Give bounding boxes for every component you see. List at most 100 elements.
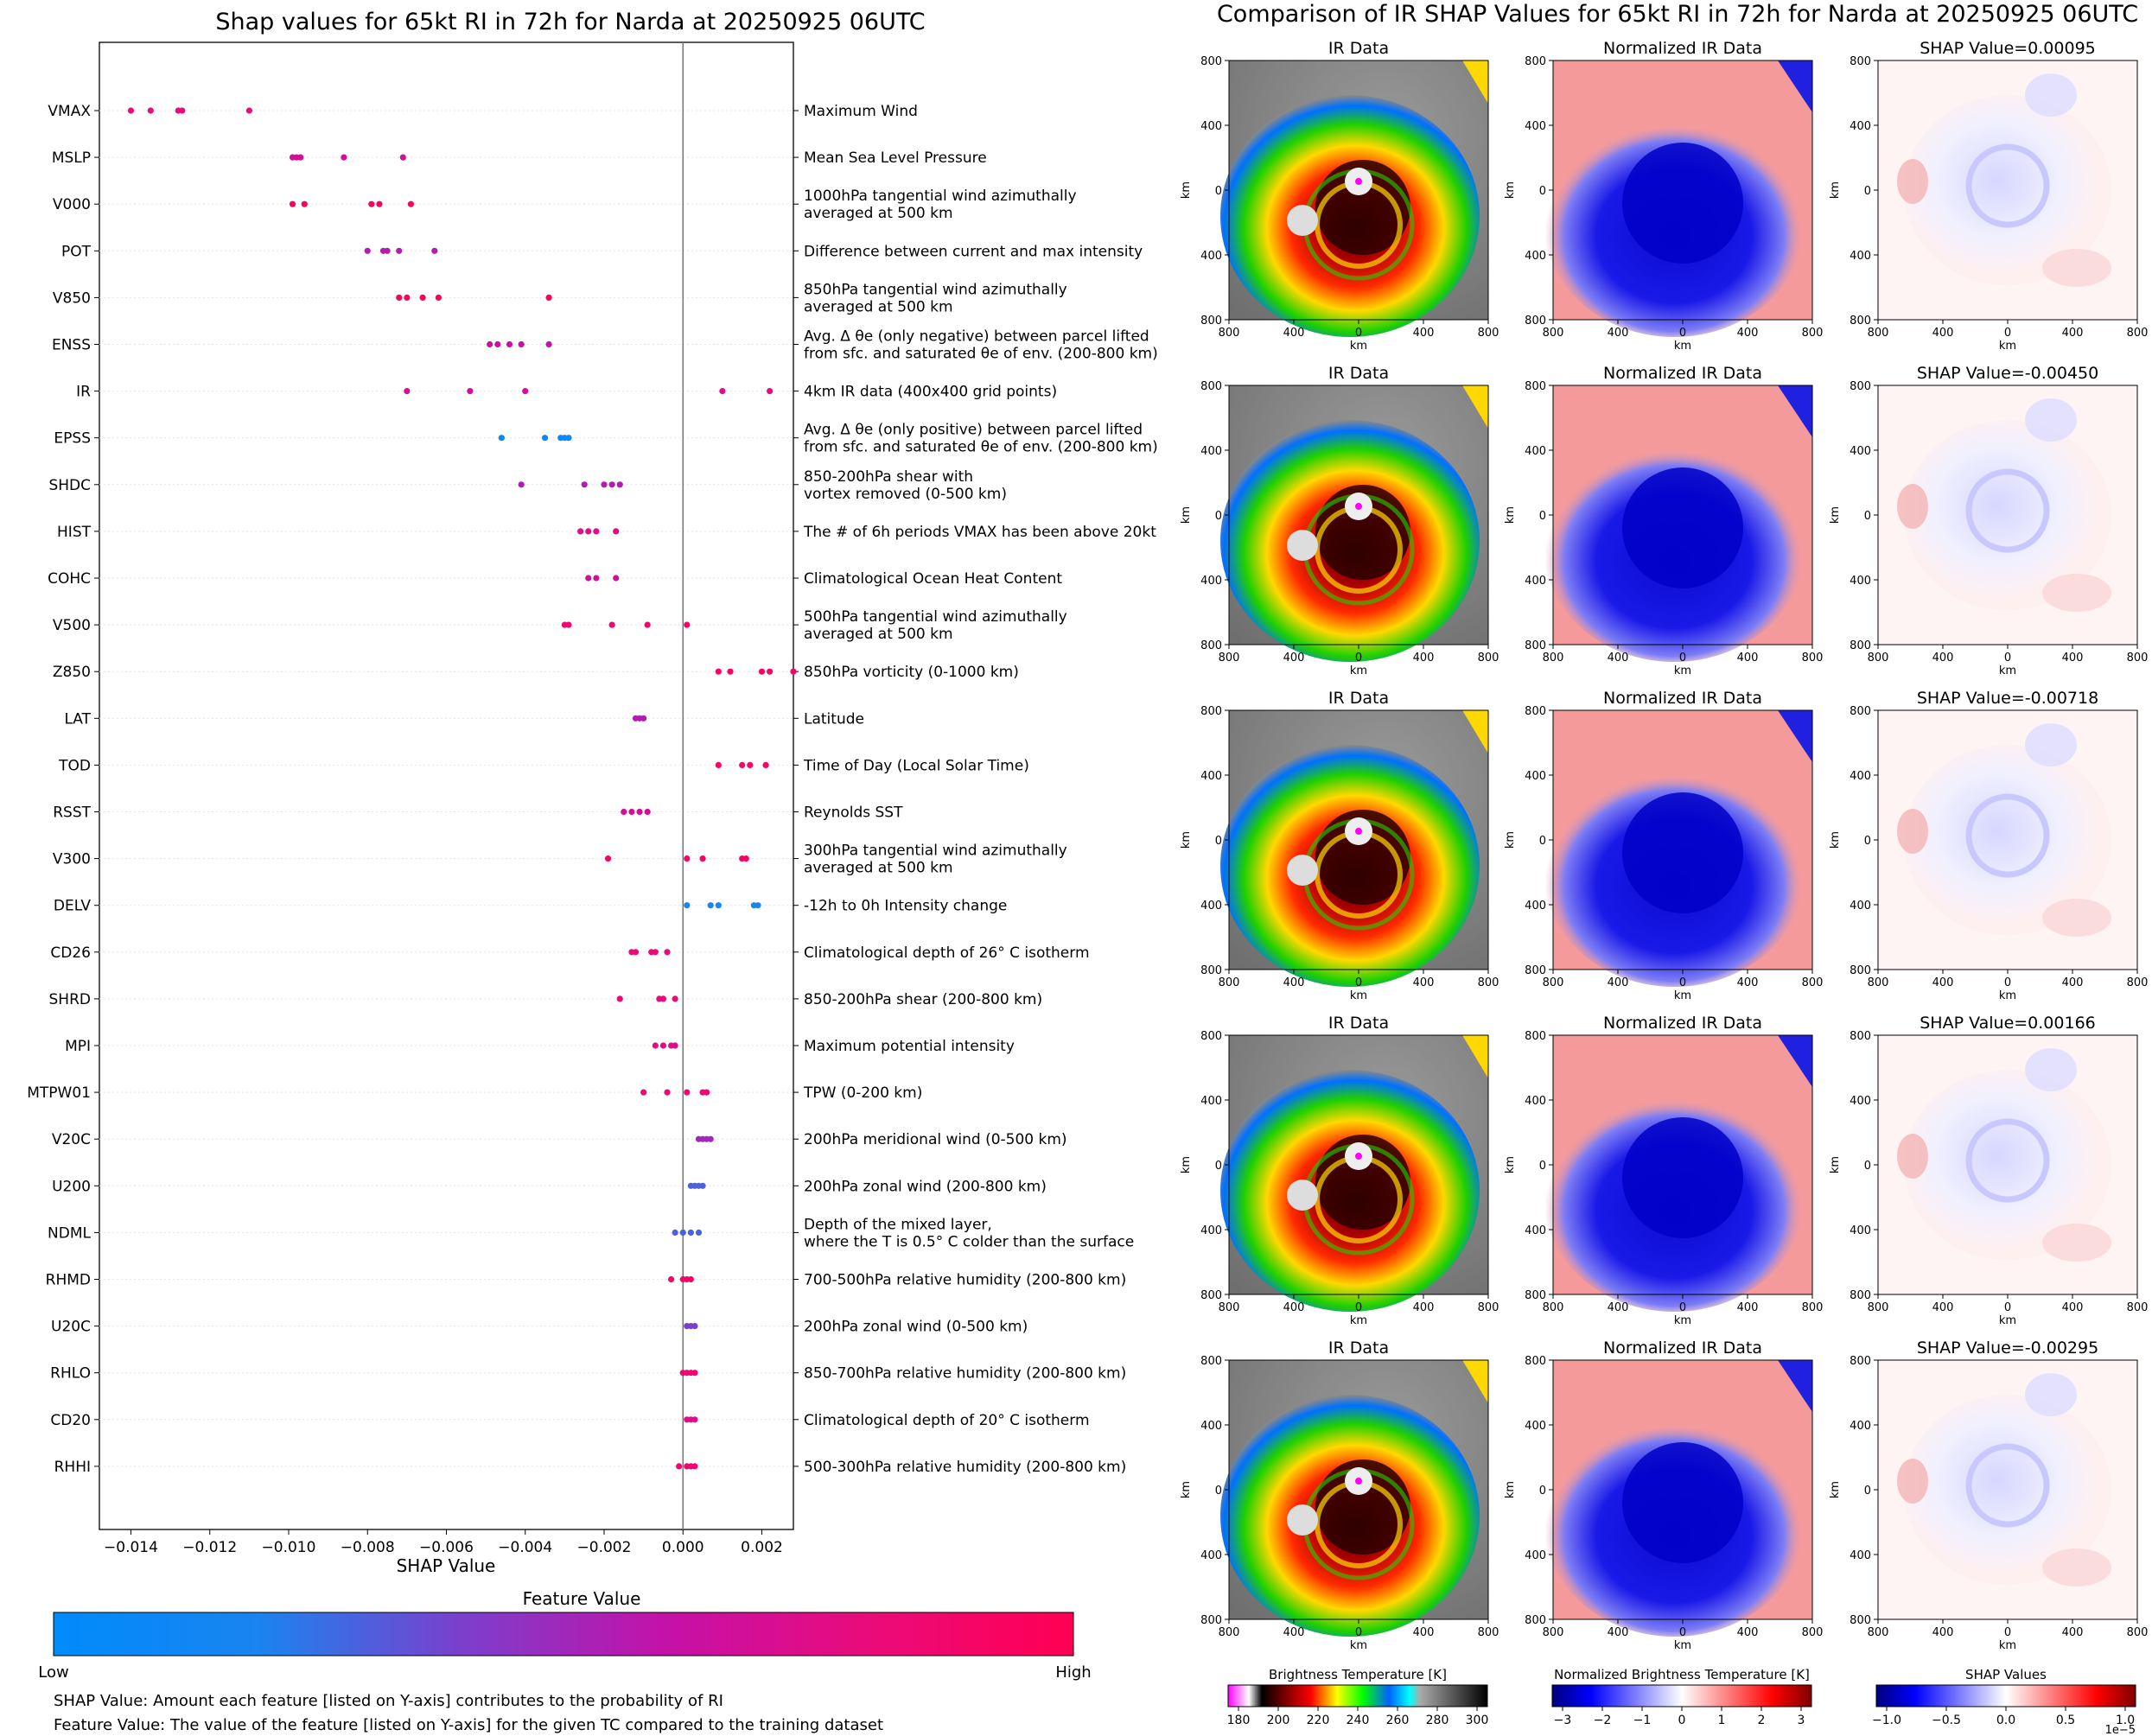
shap-value-note: SHAP Value: Amount each feature [listed … <box>54 1692 723 1710</box>
feature-name-label: COHC <box>48 570 91 588</box>
colorbar-tick-label: 1.0 <box>2116 1714 2135 1727</box>
x-tick-label: 800 <box>1802 1301 1824 1314</box>
shap-point <box>585 528 592 535</box>
shap-point <box>644 621 651 628</box>
shap-point <box>399 154 406 161</box>
shap-point <box>498 435 505 442</box>
colorbar-title: Feature Value <box>523 1588 641 1609</box>
colorbar-tick-label: −1 <box>1633 1714 1652 1727</box>
y-tick-label: 800 <box>1850 964 1871 977</box>
x-tick-label: 400 <box>1737 652 1759 665</box>
cbar2-title: Normalized Brightness Temperature [K] <box>1554 1667 1810 1682</box>
brightness-temperature-colorbar: Brightness Temperature [K] 180 200 220 240 2… <box>1227 1667 1489 1727</box>
shap-point <box>404 388 411 395</box>
x-tick-label: 800 <box>1219 652 1240 665</box>
ir-comparison-panel: Comparison of IR SHAP Values for 65kt RI… <box>1180 1 2148 1736</box>
x-tick-label: 800 <box>2127 327 2149 340</box>
cbar3-gradient <box>1875 1684 2136 1707</box>
colorbar-tick-label: 220 <box>1307 1714 1330 1727</box>
x-tick-label: −0.004 <box>498 1539 552 1556</box>
shap-point <box>684 902 691 909</box>
x-axis-label: km <box>1350 665 1367 677</box>
y-tick-label: 800 <box>1525 964 1546 977</box>
feature-name-label: NDML <box>48 1224 91 1242</box>
x-axis-label: km <box>1999 1314 2016 1327</box>
y-tick-label: 0 <box>1539 1485 1546 1498</box>
x-tick-label: 400 <box>1413 652 1435 665</box>
feature-name-label: ENSS <box>52 337 91 354</box>
normalized-ir-image: 80080040040000400400800800kmkmNormalized… <box>1504 39 1823 353</box>
y-tick-label: 400 <box>1525 1549 1546 1562</box>
shap-point <box>518 481 525 488</box>
feature-description-label: Latitude <box>804 710 864 728</box>
shap-point <box>565 435 572 442</box>
x-tick-label: 800 <box>1478 327 1499 340</box>
feature-name-label: VMAX <box>48 103 91 120</box>
feature-name-label: Z850 <box>53 664 91 681</box>
shap-point <box>604 855 612 862</box>
shap-point <box>758 668 766 675</box>
x-tick-label: 400 <box>1932 976 1954 989</box>
y-tick-label: 0 <box>1539 185 1546 198</box>
y-tick-label: 800 <box>1200 1030 1222 1043</box>
shap-point <box>695 1229 703 1236</box>
shap-point <box>707 1135 714 1142</box>
x-tick-label: 400 <box>1608 976 1629 989</box>
x-axis-ticks: −0.014 −0.012 −0.010 −0.008 −0.006 −0.004 −0.0… <box>104 1529 783 1556</box>
x-tick-label: 400 <box>1608 1301 1629 1314</box>
y-tick-label: 0 <box>1864 835 1871 848</box>
feature-name-label: TOD <box>58 757 91 774</box>
x-tick-label: 400 <box>1283 976 1305 989</box>
y-tick-label: 400 <box>1525 445 1546 458</box>
x-tick-label: 0 <box>1355 652 1362 665</box>
x-tick-label: 400 <box>2062 652 2084 665</box>
feature-description-label: Depth of the mixed layer, where the T is … <box>804 1216 1134 1250</box>
x-axis-label: km <box>1999 1639 2016 1652</box>
shap-point <box>506 340 513 348</box>
y-axis-label: km <box>1180 831 1193 849</box>
y-tick-label: 800 <box>1200 380 1222 393</box>
shap-point <box>719 388 726 395</box>
shap-point <box>652 1042 659 1049</box>
colorbar-tick-label: 0.0 <box>1996 1714 2015 1727</box>
colorbar-tick-label: 3 <box>1798 1714 1805 1727</box>
colorbar-tick-label: −0.5 <box>1932 1714 1961 1727</box>
shap-point <box>659 995 667 1002</box>
shap-point <box>384 247 391 254</box>
x-axis-label: km <box>1350 989 1367 1002</box>
y-tick-label: 400 <box>1200 1095 1222 1108</box>
feature-description-label: 850hPa tangential wind azimuthally averag… <box>804 281 1067 315</box>
x-tick-label: 0 <box>1679 652 1686 665</box>
x-tick-label: 800 <box>2127 1301 2149 1314</box>
shap-point <box>545 294 552 301</box>
feature-description-label: TPW (0-200 km) <box>803 1084 922 1102</box>
shap-point <box>747 761 754 769</box>
shap-point <box>301 200 308 207</box>
colorbar-tick-label: −1.0 <box>1872 1714 1901 1727</box>
y-tick-label: 400 <box>1200 900 1222 913</box>
x-tick-label: 400 <box>2062 976 2084 989</box>
y-tick-label: 0 <box>1864 1485 1871 1498</box>
feature-description-label: 700-500hPa relative humidity (200-800 km… <box>804 1272 1126 1289</box>
colorbar-tick-label: 0.5 <box>2056 1714 2075 1727</box>
shap-point <box>715 668 722 675</box>
x-tick-label: 800 <box>1868 327 1889 340</box>
y-tick-label: 400 <box>1850 445 1871 458</box>
x-tick-label: 400 <box>2062 327 2084 340</box>
shap-point <box>684 621 691 628</box>
x-tick-label: 400 <box>1283 1626 1305 1639</box>
y-tick-label: 400 <box>1525 1224 1546 1237</box>
shap-point <box>608 621 615 628</box>
shap-point <box>742 855 749 862</box>
feature-name-label: DELV <box>54 898 91 915</box>
x-tick-label: 400 <box>1932 652 1954 665</box>
shap-point <box>707 902 714 909</box>
cbar2-ticks: −3 −2 −1 0 1 2 3 <box>1554 1707 1805 1727</box>
feature-description-label: 200hPa meridional wind (0-500 km) <box>804 1131 1067 1148</box>
